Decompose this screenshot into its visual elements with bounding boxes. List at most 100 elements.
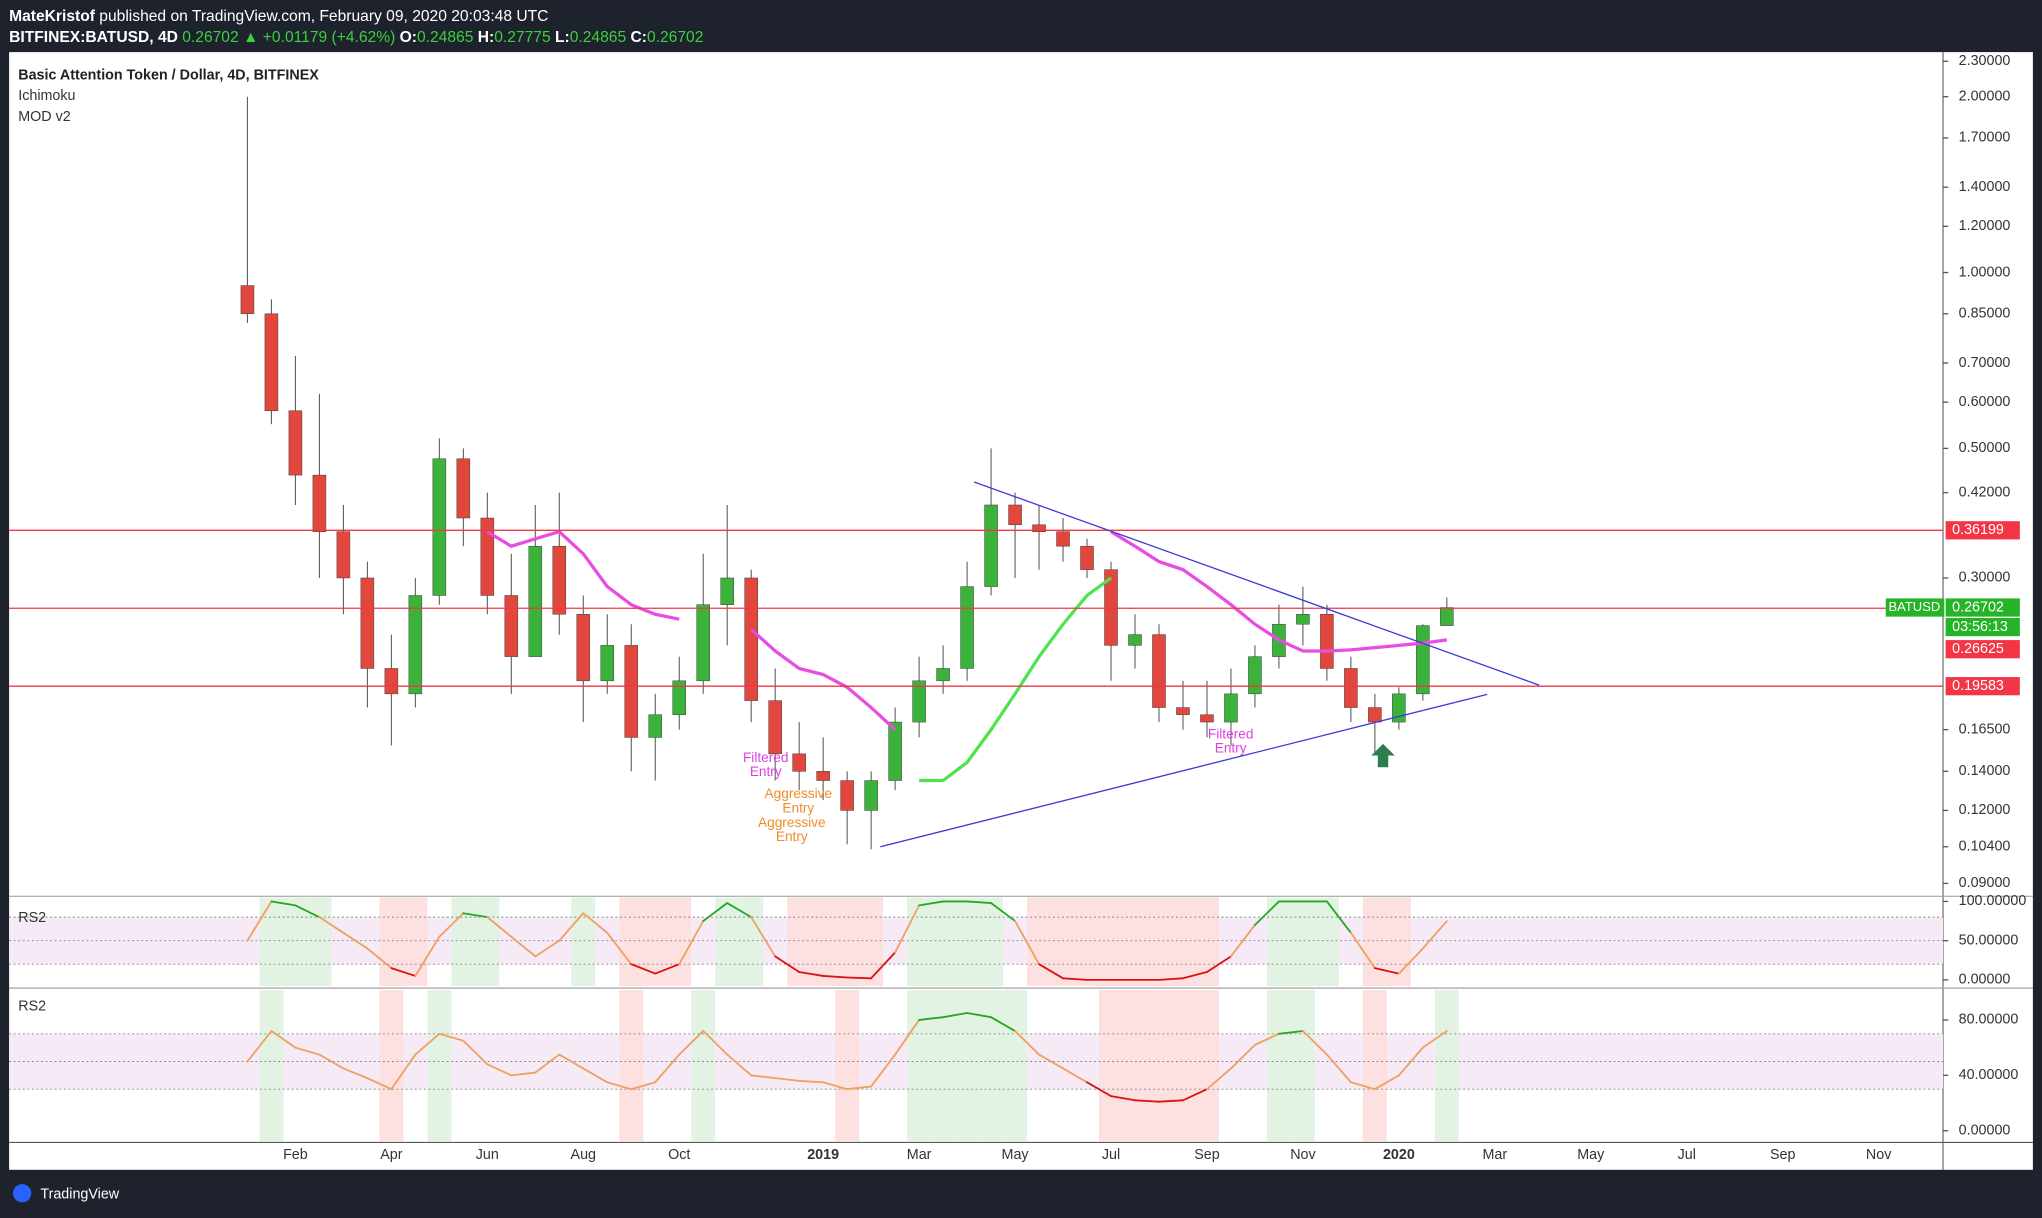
oscillator-segment: [510, 1071, 537, 1077]
candle-body: [984, 504, 998, 587]
y-tick-label: 0.50000: [1959, 440, 2011, 456]
y-tick-label: 0.16500: [1959, 721, 2011, 737]
oscillator-segment: [1421, 1030, 1448, 1049]
level-label: 0.26625: [1952, 641, 2004, 657]
oscillator-segment: [966, 1012, 992, 1019]
indicator-legend: Ichimoku: [18, 88, 75, 104]
candle-body: [1248, 656, 1262, 695]
oscillator-segment: [270, 900, 297, 907]
published: published on TradingView.com, February 0…: [99, 8, 548, 25]
candle-body: [888, 721, 902, 781]
price-label-box: [1945, 598, 2020, 617]
oscillator-segment: [774, 1077, 801, 1082]
oscillator-segment: [606, 1081, 633, 1091]
oscillator-segment: [846, 1085, 873, 1091]
candle-body: [840, 780, 854, 811]
x-tick-label: Nov: [1290, 1147, 1316, 1163]
oscillator-segment: [438, 1032, 465, 1042]
oscillator-segment: [894, 1019, 921, 1056]
oscillator-segment: [942, 1012, 968, 1019]
candle-body: [384, 668, 399, 695]
level-label: 0.19583: [1952, 678, 2004, 694]
change: ▲ +0.01179 (+4.62%): [243, 29, 395, 46]
oscillator-segment: [678, 920, 705, 966]
brand-name: TradingView: [40, 1186, 119, 1202]
oscillator-segment: [534, 939, 561, 958]
candle-body: [1224, 693, 1238, 723]
oscillator-segment: [1397, 1046, 1424, 1077]
oscillator-segment: [654, 963, 681, 975]
oscillator-segment: [990, 902, 1016, 922]
oscillator-segment: [846, 976, 873, 980]
zone-highlight: [379, 897, 404, 987]
oscillator-segment: [1182, 1088, 1208, 1102]
x-tick-label: 2020: [1383, 1147, 1415, 1163]
zone-highlight: [835, 897, 860, 987]
oscillator-segment: [918, 900, 945, 907]
y-tick-label: 0.09000: [1959, 875, 2011, 891]
pane-title: RS2: [18, 999, 46, 1015]
oscillator-segment: [486, 1063, 513, 1077]
trendline: [973, 481, 1540, 686]
logo: [13, 1184, 32, 1203]
oscillator-segment: [822, 1081, 849, 1091]
candle-body: [336, 531, 351, 579]
x-tick-label: May: [1577, 1147, 1605, 1163]
candle-body: [864, 780, 878, 811]
y-tick-label: 0.60000: [1959, 394, 2011, 410]
candle-body: [1104, 569, 1118, 646]
zone-highlight: [259, 897, 284, 987]
y-tick-label: 1.20000: [1959, 218, 2011, 234]
candle-body: [1392, 693, 1406, 723]
candle-body: [936, 668, 950, 682]
oscillator-segment: [654, 1053, 681, 1084]
level-label-box: [1945, 640, 2020, 659]
candle-body: [624, 645, 639, 738]
last: 0.26702: [182, 29, 238, 46]
candle-body: [1344, 668, 1358, 708]
oscillator-segment: [990, 1016, 1016, 1032]
author: MateKristof: [9, 8, 96, 25]
oscillator-segment: [1038, 1053, 1064, 1070]
zone-highlight: [1099, 897, 1124, 987]
trendline: [880, 693, 1488, 848]
oscillator-segment: [606, 931, 633, 966]
zone-highlight: [979, 897, 1004, 987]
candle-body: [528, 545, 543, 657]
oscillator-segment: [726, 902, 753, 919]
oscillator-segment: [1373, 1074, 1400, 1091]
oscillator-segment: [318, 1053, 345, 1070]
candle-body: [672, 680, 686, 715]
oscillator-segment: [1254, 1032, 1280, 1046]
candle-body: [264, 313, 279, 411]
ohlc-label: O:: [400, 29, 417, 46]
zone-highlight: [1314, 897, 1339, 987]
candle-body: [1032, 524, 1046, 532]
oscillator-segment: [486, 916, 513, 938]
oscillator-segment: [414, 935, 441, 977]
oscillator-segment: [1349, 931, 1376, 970]
zone-highlight: [451, 897, 476, 987]
zone-highlight: [1434, 990, 1459, 1142]
candle-body: [408, 595, 423, 695]
price-label: 0.26702: [1952, 599, 2004, 615]
oscillator-segment: [342, 1067, 369, 1080]
candle-body: [1416, 625, 1430, 695]
pane-title: RS2: [18, 910, 46, 926]
zone-highlight: [403, 897, 428, 987]
y-tick-label: 50.00000: [1959, 932, 2019, 948]
oscillator-segment: [534, 1053, 561, 1074]
candle-body: [288, 410, 303, 476]
zone-highlight: [1362, 990, 1387, 1142]
level-label: 0.36199: [1952, 522, 2004, 538]
oscillator-segment: [702, 1030, 729, 1056]
oscillator-segment: [1325, 1053, 1352, 1084]
candle-body: [696, 604, 710, 682]
candle-body: [648, 714, 663, 738]
y-tick-label: 0.00000: [1959, 1123, 2011, 1139]
zone-highlight: [691, 990, 716, 1142]
zone-highlight: [1147, 990, 1171, 1142]
y-tick-label: 0.10400: [1959, 839, 2011, 855]
candle-body: [1128, 634, 1142, 646]
